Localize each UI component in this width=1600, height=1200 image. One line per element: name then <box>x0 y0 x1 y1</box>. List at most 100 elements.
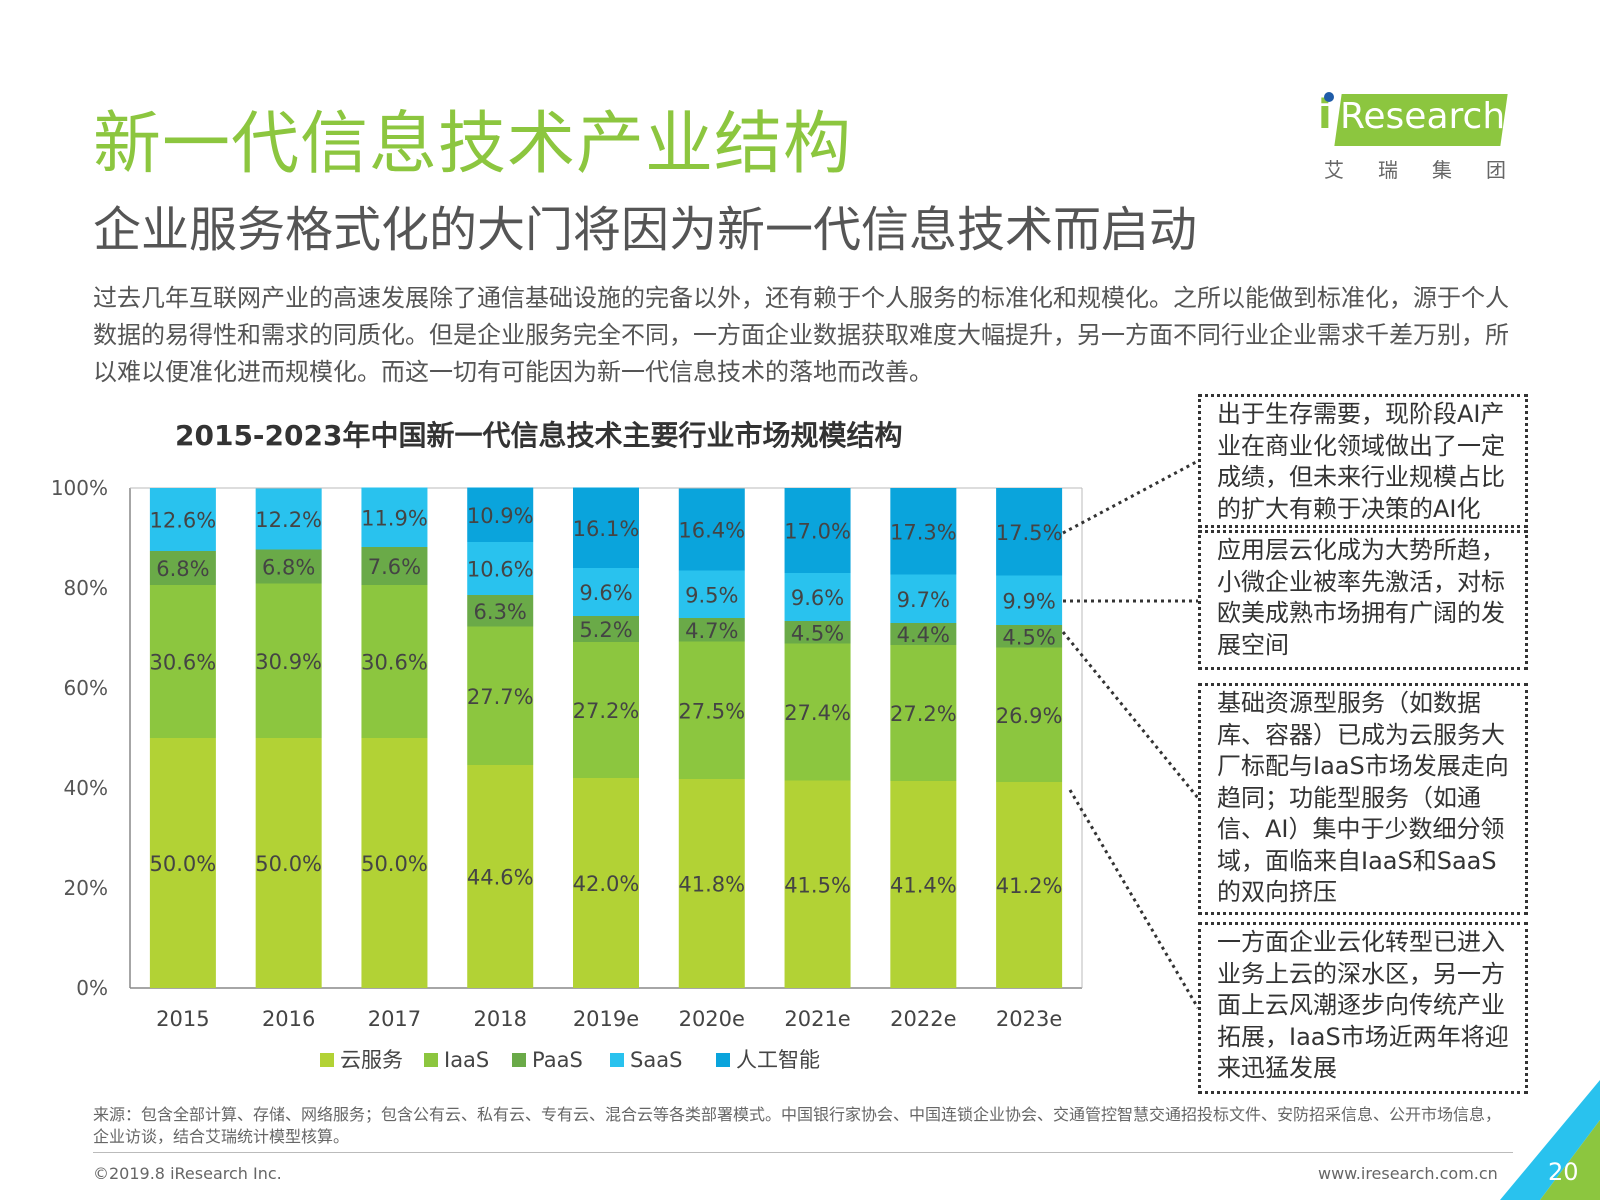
bar-value-label: 9.9% <box>1002 589 1055 613</box>
bar-value-label: 9.6% <box>579 581 632 605</box>
website-link[interactable]: www.iresearch.com.cn <box>1318 1164 1498 1183</box>
bar-value-label: 6.8% <box>156 557 209 581</box>
copyright-text: ©2019.8 iResearch Inc. <box>93 1164 282 1183</box>
bar-value-label: 10.6% <box>467 558 534 582</box>
iresearch-logo: i Research 艾瑞集团 <box>1318 88 1518 188</box>
bar-value-label: 4.7% <box>685 619 738 643</box>
bar-segment <box>255 583 322 738</box>
page-number: 20 <box>1548 1158 1579 1186</box>
bar-segment <box>784 488 851 573</box>
x-tick-label: 2022e <box>890 1007 956 1031</box>
bar-segment <box>467 542 534 595</box>
bar-value-label: 7.6% <box>368 555 421 579</box>
bar-value-label: 27.2% <box>573 699 640 723</box>
bar-segment <box>149 585 216 738</box>
bar-value-label: 9.6% <box>791 586 844 610</box>
x-tick-label: 2020e <box>679 1007 745 1031</box>
x-tick-label: 2023e <box>996 1007 1062 1031</box>
bar-segment <box>361 547 428 585</box>
legend-label: IaaS <box>444 1048 489 1072</box>
x-tick-label: 2018 <box>473 1007 526 1031</box>
callout-paas: 基础资源型服务（如数据库、容器）已成为云服务大厂标配与IaaS市场发展走向趋同；… <box>1198 683 1528 915</box>
bar-segment <box>996 782 1063 988</box>
bar-value-label: 42.0% <box>573 872 640 896</box>
y-tick-label: 100% <box>51 476 108 500</box>
x-tick-label: 2019e <box>573 1007 639 1031</box>
legend-label: 人工智能 <box>736 1048 820 1072</box>
bar-segment <box>996 647 1063 782</box>
logo-chinese-text: 艾瑞集团 <box>1324 158 1540 182</box>
bar-value-label: 16.4% <box>678 519 745 543</box>
bar-segment <box>678 570 745 618</box>
bar-segment <box>678 618 745 642</box>
bar-value-label: 5.2% <box>579 618 632 642</box>
bar-segment <box>255 549 322 584</box>
bar-segment <box>678 779 745 988</box>
bar-segment <box>784 621 851 644</box>
logo-brand-text: Research <box>1340 96 1506 137</box>
bar-segment <box>573 642 639 778</box>
callout-connector <box>1062 459 1199 535</box>
bar-segment <box>467 765 534 988</box>
bar-value-label: 50.0% <box>150 852 217 876</box>
bar-value-label: 30.9% <box>255 650 322 674</box>
bar-value-label: 16.1% <box>573 517 640 541</box>
bar-value-label: 27.2% <box>890 702 957 726</box>
bar-segment <box>361 738 428 988</box>
y-tick-label: 20% <box>64 876 108 900</box>
page-title: 新一代信息技术产业结构 <box>93 105 853 184</box>
bar-segment <box>149 551 216 585</box>
bar-value-label: 41.5% <box>784 873 851 897</box>
bar-value-label: 10.9% <box>467 504 534 528</box>
source-note: 来源：包含全部计算、存储、网络服务；包含公有云、私有云、专有云、混合云等各类部署… <box>93 1105 1502 1146</box>
callout-saas: 应用层云化成为大势所趋，小微企业被率先激活，对标欧美成熟市场拥有广阔的发展空间 <box>1198 530 1528 670</box>
bar-segment <box>573 616 639 642</box>
bar-segment <box>996 625 1063 648</box>
bar-value-label: 50.0% <box>361 852 428 876</box>
bar-value-label: 12.2% <box>255 508 322 532</box>
callout-iaas: 一方面企业云化转型已进入业务上云的深水区，另一方面上云风潮逐步向传统产业拓展，I… <box>1198 922 1528 1094</box>
x-tick-label: 2021e <box>784 1007 850 1031</box>
x-tick-label: 2015 <box>156 1007 209 1031</box>
legend-swatch <box>716 1053 730 1067</box>
bar-value-label: 41.8% <box>678 873 745 897</box>
bar-value-label: 26.9% <box>996 704 1063 728</box>
x-tick-label: 2016 <box>262 1007 315 1031</box>
bar-value-label: 6.3% <box>474 600 527 624</box>
bar-segment <box>784 573 851 621</box>
bar-value-label: 12.6% <box>150 509 217 533</box>
bar-segment <box>573 487 639 568</box>
page-subtitle: 企业服务格式化的大门将因为新一代信息技术而启动 <box>93 202 1198 258</box>
bar-value-label: 44.6% <box>467 866 534 890</box>
x-tick-label: 2017 <box>368 1007 421 1031</box>
bar-value-label: 4.4% <box>897 623 950 647</box>
bar-value-label: 30.6% <box>361 651 428 675</box>
bar-segment <box>149 488 216 551</box>
bar-value-label: 41.4% <box>890 874 957 898</box>
bar-segment <box>467 487 534 542</box>
bar-value-label: 11.9% <box>361 506 428 530</box>
footer-divider <box>93 1152 1513 1153</box>
bar-value-label: 41.2% <box>996 874 1063 898</box>
bar-segment <box>996 488 1063 576</box>
callout-connector <box>1061 631 1200 799</box>
bar-value-label: 27.7% <box>467 685 534 709</box>
bar-segment <box>573 568 639 616</box>
bar-segment <box>890 623 957 645</box>
corner-decoration <box>1500 1080 1600 1200</box>
bar-segment <box>361 487 428 547</box>
bar-value-label: 50.0% <box>255 852 322 876</box>
bar-segment <box>467 595 534 627</box>
y-tick-label: 0% <box>76 976 108 1000</box>
legend-swatch <box>610 1053 624 1067</box>
logo-i-glyph: i <box>1318 92 1332 138</box>
intro-paragraph: 过去几年互联网产业的高速发展除了通信基础设施的完备以外，还有赖于个人服务的标准化… <box>93 284 1509 386</box>
bar-segment <box>678 488 745 571</box>
bar-segment <box>890 645 957 781</box>
bar-segment <box>890 781 957 988</box>
logo-dot-icon <box>1324 92 1334 102</box>
bar-value-label: 27.4% <box>784 701 851 725</box>
legend-swatch <box>424 1053 438 1067</box>
bar-value-label: 17.3% <box>890 520 957 544</box>
legend-label: 云服务 <box>340 1048 403 1072</box>
